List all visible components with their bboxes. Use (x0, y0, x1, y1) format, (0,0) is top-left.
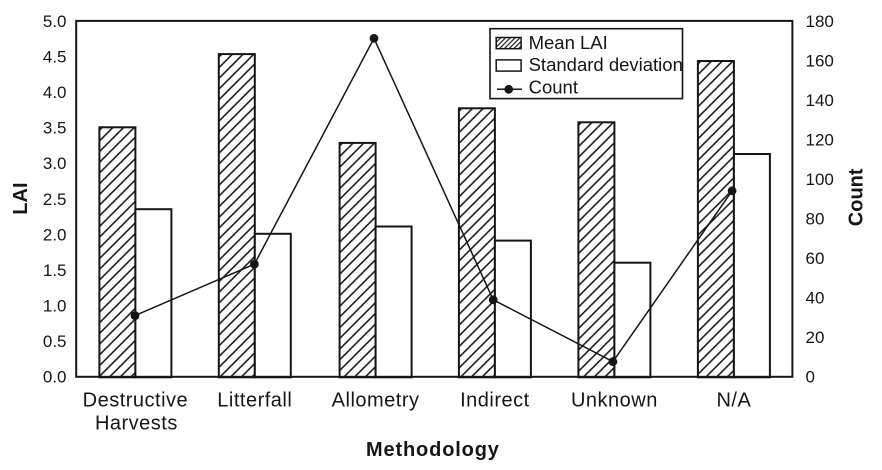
svg-text:2.0: 2.0 (43, 225, 67, 244)
svg-text:100: 100 (806, 170, 834, 189)
svg-text:0: 0 (806, 368, 815, 387)
svg-text:Count: Count (846, 168, 868, 226)
svg-text:1.0: 1.0 (43, 297, 67, 316)
svg-text:Indirect: Indirect (460, 389, 530, 411)
svg-text:20: 20 (806, 328, 825, 347)
svg-text:3.5: 3.5 (43, 119, 67, 138)
svg-text:Unknown: Unknown (571, 389, 658, 411)
svg-text:0.5: 0.5 (43, 332, 67, 351)
svg-text:160: 160 (806, 51, 834, 70)
svg-text:120: 120 (806, 130, 834, 149)
svg-text:Mean LAI: Mean LAI (529, 32, 608, 53)
svg-text:N/A: N/A (716, 389, 751, 411)
svg-text:Allometry: Allometry (332, 389, 420, 411)
svg-text:Count: Count (529, 77, 578, 98)
svg-text:1.5: 1.5 (43, 261, 67, 280)
svg-text:LAI: LAI (10, 182, 32, 214)
svg-text:Standard deviation: Standard deviation (529, 54, 683, 75)
svg-text:0.0: 0.0 (43, 368, 67, 387)
svg-text:4.0: 4.0 (43, 83, 67, 102)
svg-text:Litterfall: Litterfall (217, 389, 292, 411)
svg-text:40: 40 (806, 289, 825, 308)
svg-text:Destructive: Destructive (83, 389, 189, 411)
svg-text:2.5: 2.5 (43, 190, 67, 209)
svg-text:Methodology: Methodology (366, 439, 500, 461)
svg-text:180: 180 (806, 12, 834, 31)
svg-text:80: 80 (806, 210, 825, 229)
svg-text:60: 60 (806, 249, 825, 268)
svg-text:140: 140 (806, 91, 834, 110)
svg-text:3.0: 3.0 (43, 154, 67, 173)
svg-text:Harvests: Harvests (95, 412, 178, 434)
svg-text:4.5: 4.5 (43, 47, 67, 66)
svg-text:5.0: 5.0 (43, 12, 67, 31)
